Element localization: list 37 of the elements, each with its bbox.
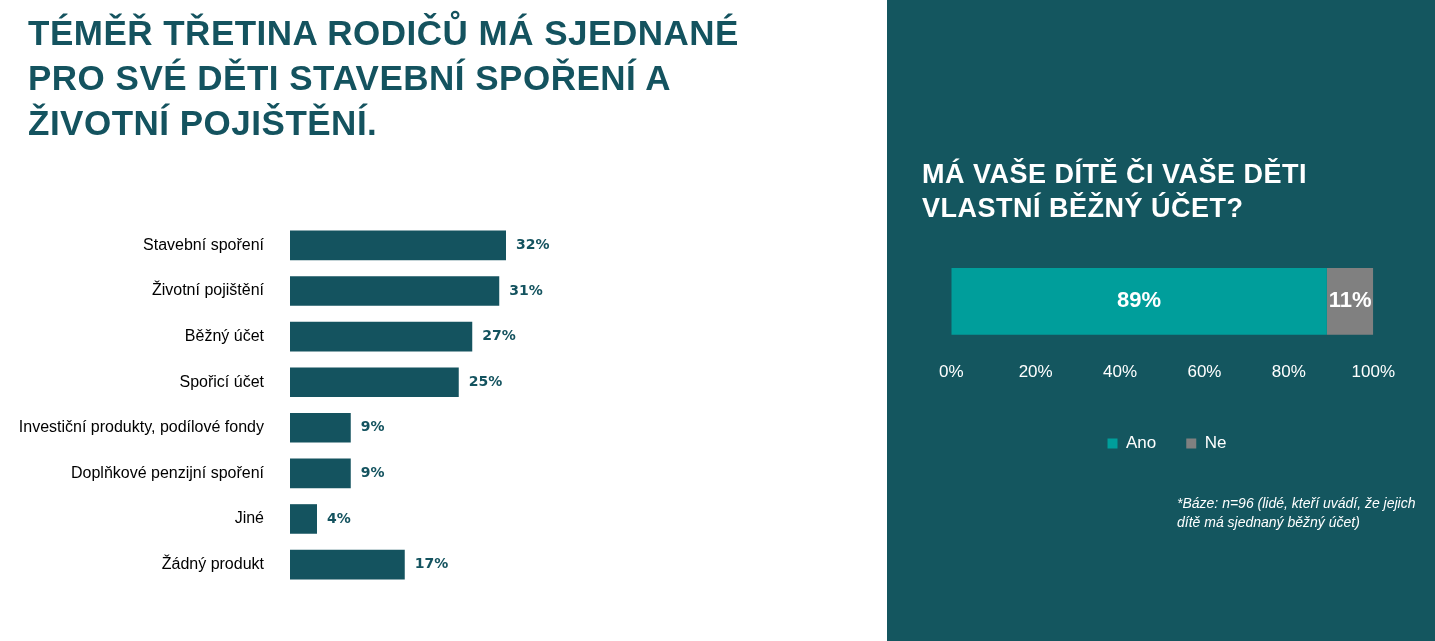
y-tick-label: Žádný produkt bbox=[161, 554, 265, 573]
bar bbox=[290, 321, 473, 352]
data-label: 25% bbox=[468, 372, 503, 389]
y-tick-label: Investiční produkty, podílové fondy bbox=[18, 418, 264, 436]
x-tick-label: 100% bbox=[1351, 362, 1395, 382]
data-label: 27% bbox=[482, 327, 516, 344]
data-label: 9% bbox=[360, 464, 385, 481]
bar bbox=[290, 549, 405, 580]
x-tick-label: 80% bbox=[1271, 362, 1306, 382]
chart-title: TÉMĚŘ TŘETINA RODIČŮ MÁ SJEDNANÉ PRO SVÉ DĚTI STAVEBNÍ SPOŘENÍ A ŽIVOTNÍ POJIŠTĚNÍ. bbox=[28, 10, 740, 144]
y-tick-label: Doplňkové penzijní spoření bbox=[70, 463, 265, 481]
data-label: 11% bbox=[1328, 287, 1372, 313]
bar bbox=[290, 412, 351, 443]
data-label: 31% bbox=[509, 281, 543, 298]
y-tick-label: Běžný účet bbox=[184, 327, 265, 345]
legend-label: Ne bbox=[1204, 433, 1227, 453]
data-label: 4% bbox=[327, 509, 351, 526]
text: *Báze: n=96 (lidé, kteří uvádí, že jejich dítě má sjednaný běžný účet) bbox=[1177, 494, 1417, 532]
bar bbox=[290, 230, 506, 261]
y-tick-label: Spořicí účet bbox=[179, 372, 265, 390]
y-tick-label: Jiné bbox=[234, 509, 265, 527]
x-tick-label: 40% bbox=[1103, 362, 1138, 382]
legend-label: Ano bbox=[1126, 433, 1157, 453]
x-tick-label: 60% bbox=[1187, 362, 1222, 382]
chart-title: MÁ VAŠE DÍTĚ ČI VAŠE DĚTI VLASTNÍ BĚŽNÝ ÚČET? bbox=[922, 157, 1309, 225]
bar bbox=[290, 276, 500, 306]
y-tick-label: Životní pojištění bbox=[151, 280, 265, 299]
bar bbox=[290, 504, 317, 534]
bar bbox=[290, 458, 351, 489]
data-label: 9% bbox=[360, 418, 385, 435]
data-label: 17% bbox=[414, 555, 449, 572]
bar bbox=[290, 367, 459, 398]
x-tick-label: 20% bbox=[1018, 362, 1053, 382]
x-tick-label: 0% bbox=[939, 362, 964, 382]
data-label: 32% bbox=[516, 236, 550, 253]
y-tick-label: Stavební spoření bbox=[143, 235, 265, 253]
data-label: 89% bbox=[1117, 287, 1162, 313]
